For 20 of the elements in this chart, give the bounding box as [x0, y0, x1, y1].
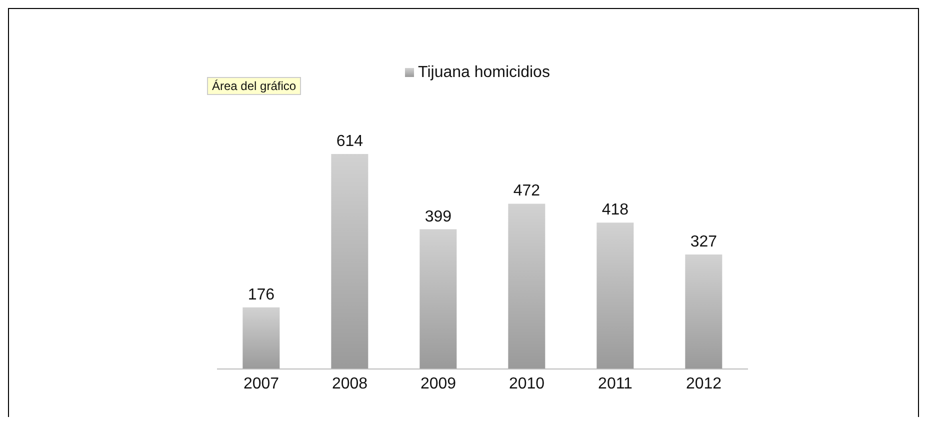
- data-label: 472: [513, 182, 540, 200]
- bar: [508, 204, 546, 369]
- text: Área del gráfico: [207, 77, 302, 95]
- x-tick-label: 2012: [686, 375, 722, 392]
- x-tick-label: 2010: [508, 375, 545, 392]
- bar: [596, 222, 634, 369]
- x-tick-label: 2008: [332, 375, 368, 392]
- x-tick-label: 2009: [420, 375, 456, 392]
- bar: [242, 307, 280, 369]
- bar: [420, 229, 457, 369]
- data-label: 176: [248, 286, 275, 304]
- data-label: 614: [336, 133, 364, 150]
- data-label: 418: [602, 202, 629, 219]
- data-label: 399: [424, 208, 452, 226]
- x-tick-label: 2011: [598, 375, 633, 392]
- bar: [331, 154, 368, 369]
- data-label: 327: [690, 233, 718, 250]
- legend-label: Tijuana homicidios: [418, 64, 550, 81]
- x-tick-label: 2007: [243, 375, 280, 392]
- bar: [685, 254, 722, 369]
